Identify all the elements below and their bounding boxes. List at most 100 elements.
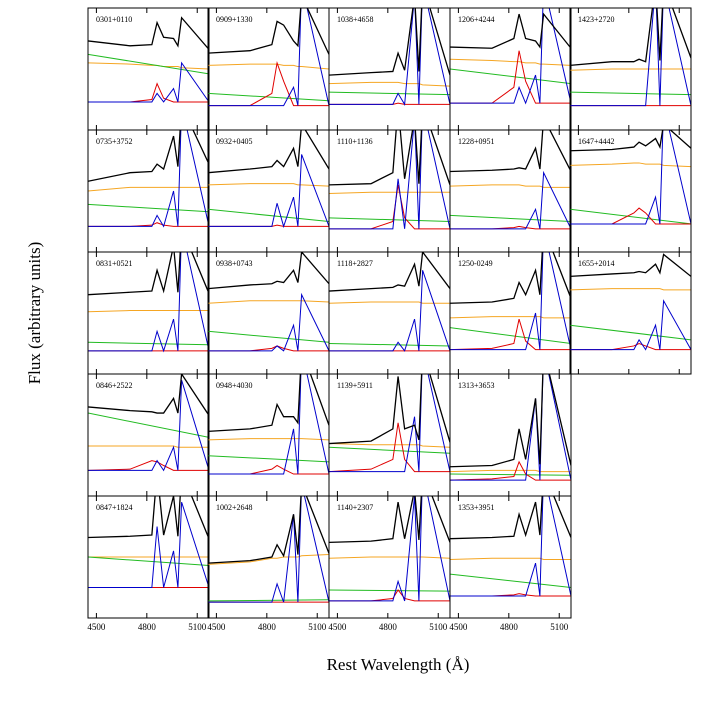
panel: 1002+2648 4500 4800 5100 xyxy=(207,495,330,632)
spectrum-line xyxy=(570,91,691,96)
panel: 1139+5911 xyxy=(328,373,451,497)
spectrum-line xyxy=(329,191,450,194)
panel-title: 1647+4442 xyxy=(578,137,615,146)
panel-frame xyxy=(87,495,210,619)
plot-area xyxy=(450,496,571,597)
spectrum-line xyxy=(570,130,691,152)
panel: 1423+2720 xyxy=(569,7,692,131)
spectrum-line xyxy=(208,92,329,102)
plot-area xyxy=(88,374,209,472)
spectrum-line xyxy=(88,82,209,103)
spectrum-line xyxy=(570,342,691,351)
spectrum-line xyxy=(329,374,450,473)
spectrum-line xyxy=(570,253,691,278)
spectrum-line xyxy=(450,58,571,66)
panel: 1140+2307 4500 4800 5100 xyxy=(328,495,451,632)
panel: 0938+0743 xyxy=(207,251,330,375)
panel: 1313+3653 xyxy=(449,373,572,497)
spectrum-line xyxy=(450,573,571,588)
spectrum-line xyxy=(450,327,571,344)
panel: 1250-0249 xyxy=(449,251,572,375)
spectrum-line xyxy=(88,252,209,296)
x-tick-label: 5100 xyxy=(550,622,569,632)
spectrum-line xyxy=(208,8,329,107)
x-axis-label: Rest Wavelength (Å) xyxy=(327,655,470,674)
spectrum-line xyxy=(329,8,450,76)
spectrum-line xyxy=(329,446,450,454)
spectrum-line xyxy=(88,16,209,50)
spectrum-line xyxy=(208,292,329,352)
spectrum-line xyxy=(570,207,691,225)
spectrum-line xyxy=(88,203,209,213)
spectrum-line xyxy=(329,301,450,304)
spectrum-line xyxy=(450,170,571,230)
plot-area xyxy=(570,130,691,225)
spectrum-line xyxy=(88,445,209,448)
spectrum-line xyxy=(88,130,209,228)
spectrum-line xyxy=(329,589,450,602)
spectrum-line xyxy=(329,252,450,292)
panel-title: 1140+2307 xyxy=(337,503,373,512)
plot-area xyxy=(329,252,450,352)
spectrum-line xyxy=(88,310,209,313)
spectrum-line xyxy=(329,496,450,544)
plot-area xyxy=(208,252,329,352)
plot-area xyxy=(329,130,450,230)
plot-area xyxy=(88,252,209,353)
spectrum-line xyxy=(88,252,209,353)
spectrum-line xyxy=(329,443,450,448)
x-tick-label: 4800 xyxy=(500,622,519,632)
panel: 0831+0521 xyxy=(87,251,210,375)
plot-area xyxy=(208,374,329,475)
spectrum-line xyxy=(570,68,691,71)
spectrum-line xyxy=(570,8,691,107)
panel-title: 1313+3653 xyxy=(458,381,495,390)
panel-title: 1250-0249 xyxy=(458,259,493,268)
spectrum-line xyxy=(88,186,209,192)
plot-area xyxy=(88,130,209,228)
panel-title: 1139+5911 xyxy=(337,381,373,390)
spectrum-line xyxy=(88,341,209,346)
spectrum-line xyxy=(208,183,329,187)
panel: 1206+4244 xyxy=(449,7,572,131)
spectrum-line xyxy=(208,554,329,565)
plot-area xyxy=(208,496,329,603)
spectrum-line xyxy=(329,343,450,347)
plot-area xyxy=(329,496,450,602)
plot-area xyxy=(88,16,209,103)
panel-title: 0938+0743 xyxy=(216,259,253,268)
panel: 1228+0951 xyxy=(449,129,572,253)
spectrum-line xyxy=(208,464,329,475)
spectrum-line xyxy=(88,501,209,588)
panel: 0301+0110 xyxy=(87,7,210,131)
x-tick-label: 5100 xyxy=(429,622,448,632)
panel-title: 0301+0110 xyxy=(96,15,132,24)
spectrum-line xyxy=(88,130,209,182)
spectrum-line xyxy=(450,469,571,473)
panel-title: 0831+0521 xyxy=(96,259,133,268)
spectrum-line xyxy=(208,63,329,70)
spectrum-line xyxy=(450,252,571,351)
spectrum-line xyxy=(450,318,571,351)
spectrum-line xyxy=(208,374,329,432)
x-tick-label: 4800 xyxy=(379,622,398,632)
spectrum-line xyxy=(570,208,691,225)
spectrum-line xyxy=(88,460,209,471)
panel-title: 0735+3752 xyxy=(96,137,133,146)
panel: 0932+0405 xyxy=(207,129,330,253)
spectrum-line xyxy=(570,8,691,66)
panel: 1655+2014 xyxy=(569,251,692,375)
y-axis-label: Flux (arbitrary units) xyxy=(25,242,44,385)
plot-area xyxy=(450,8,571,105)
panel-title: 1228+0951 xyxy=(458,137,495,146)
plot-area xyxy=(450,130,571,230)
panel: 1038+4658 xyxy=(328,7,451,131)
plot-area xyxy=(570,8,691,107)
spectrum-line xyxy=(88,412,209,438)
spectrum-line xyxy=(450,214,571,222)
spectrum-line xyxy=(450,374,571,468)
panel-frame xyxy=(87,7,210,131)
spectrum-line xyxy=(208,438,329,441)
panel-title: 0846+2522 xyxy=(96,381,133,390)
plot-area xyxy=(329,8,450,106)
